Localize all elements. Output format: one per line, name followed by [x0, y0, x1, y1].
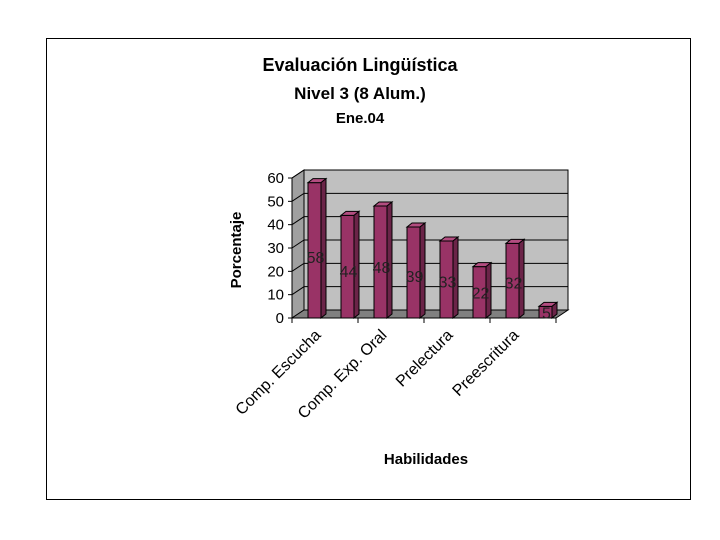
- x-axis-title: Habilidades: [384, 451, 468, 468]
- gridline: [291, 169, 568, 179]
- y-axis-title: Porcentaje: [228, 212, 245, 289]
- chart-subtitle-level: Nivel 3 (8 Alum.): [294, 84, 426, 103]
- gridline: [291, 239, 568, 249]
- bar-side: [518, 238, 525, 320]
- data-label: 44: [340, 264, 358, 281]
- y-tick-label: 0: [276, 310, 284, 327]
- y-tick-label: 60: [267, 170, 284, 187]
- bar-side: [320, 177, 327, 320]
- x-category-label: Preescritura: [450, 327, 523, 400]
- data-label: 32: [505, 276, 523, 293]
- y-tick-label: 20: [267, 263, 284, 280]
- gridline: [291, 216, 568, 226]
- bar-side: [386, 200, 393, 320]
- data-label: 22: [472, 285, 490, 302]
- data-label: 39: [406, 269, 424, 286]
- data-label: 48: [373, 260, 391, 277]
- bar-side: [485, 261, 492, 320]
- y-tick-label: 10: [267, 287, 284, 304]
- x-category-label: Prelectura: [393, 327, 457, 391]
- y-tick-label: 30: [267, 240, 284, 257]
- chart-title: Evaluación Lingüística: [262, 55, 458, 75]
- bar-side: [551, 301, 558, 320]
- y-tick-label: 40: [267, 217, 284, 234]
- y-tick-label: 50: [267, 193, 284, 210]
- data-label: 33: [439, 275, 457, 292]
- bar-side: [419, 221, 426, 320]
- data-label: 58: [307, 250, 325, 267]
- floor: [290, 309, 570, 319]
- bar-side: [452, 235, 459, 320]
- bar-side: [353, 210, 360, 320]
- gridline: [291, 192, 568, 202]
- chart-subtitle-date: Ene.04: [335, 110, 385, 127]
- data-label: 5: [542, 305, 551, 322]
